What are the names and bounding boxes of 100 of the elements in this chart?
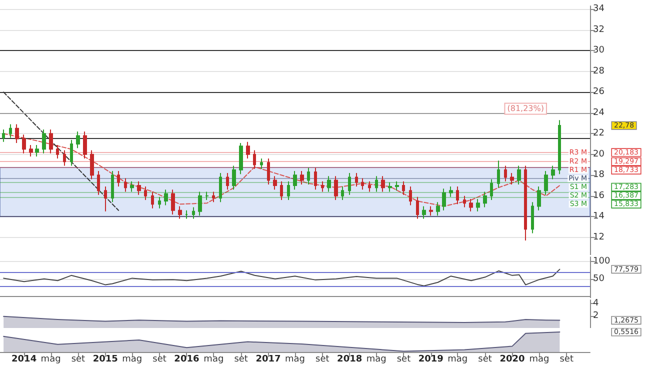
x-tick-label: 2015 [92,354,118,364]
candlestick [355,172,358,188]
candlestick [273,176,277,190]
candlestick [429,206,433,216]
candlestick [327,176,331,192]
candlestick [463,195,466,208]
candlestick [510,172,514,185]
candlestick [348,172,351,196]
candlestick [164,189,168,206]
candlestick [192,206,195,220]
candlestick [226,172,229,190]
candlestick [442,188,446,211]
candlestick [449,186,453,198]
candlestick [416,196,419,220]
candlestick [15,124,19,144]
candlestick [422,206,426,220]
x-tick-label: set [152,354,167,364]
candlestick [124,178,127,192]
x-tick-label: 2014 [12,354,37,364]
line-series [3,133,560,207]
candlestick [253,150,256,170]
candlestick [9,124,12,138]
candlestick [97,170,100,196]
y-tick-label: 2 [593,310,599,321]
candlestick [144,186,147,201]
candlestick [239,142,243,175]
annotation: (81,23%) [507,104,544,114]
candlestick [293,170,297,190]
candlestick [334,176,338,201]
candlestick [171,189,175,216]
x-tick-label: mag [448,354,468,364]
x-tick-label: set [316,354,330,364]
y-tick-label: 30 [593,46,605,56]
y-tick-label: 34 [593,4,605,14]
x-tick-label: mag [122,354,142,364]
y-tick-label: 22 [593,128,604,139]
candlestick [232,165,236,190]
candlestick [70,139,73,166]
candlestick [212,191,215,203]
candlestick [76,131,80,149]
candlestick [130,180,134,192]
y-tick-label: 14 [593,212,605,222]
candlestick [267,158,270,185]
candlestick [436,202,440,216]
candlestick [246,141,250,160]
x-tick-label: 2019 [418,354,444,364]
candlestick [537,186,541,211]
x-tick-label: 2018 [337,354,362,364]
x-tick-label: mag [285,354,305,364]
y-tick-label: 12 [593,232,604,242]
candlestick [524,165,527,241]
x-tick-label: set [234,354,248,364]
candlestick [83,131,87,160]
x-tick-label: mag [366,354,386,364]
candlestick [2,128,5,142]
candlestick [29,144,33,157]
candlestick [300,170,304,185]
candlestick [368,180,371,192]
candlestick [307,167,310,185]
candlestick [90,150,94,180]
x-tick-label: set [71,354,86,364]
y-tick-label: 24 [593,108,605,118]
candlestick [469,198,473,212]
candlestick [402,180,405,196]
candlestick [490,178,493,201]
candlestick [483,191,487,208]
y-tick-label: 28 [593,66,605,76]
candlestick [395,180,399,192]
candlestick [381,176,385,192]
candlestick [388,182,392,192]
line-series [3,268,560,286]
candlestick [158,196,161,209]
candlestick [205,191,209,201]
x-tick-label: mag [529,354,550,364]
candlestick [185,210,188,220]
candlestick [111,170,114,203]
x-tick-label: 2016 [174,354,200,364]
x-tick-label: 2020 [500,354,525,364]
candlestick [287,180,290,201]
candlestick [104,186,107,212]
candlestick [22,134,26,154]
candlestick [544,170,548,196]
y-tick-label: 18 [593,170,605,180]
x-tick-label: set [560,354,574,364]
candlestick [558,120,561,175]
x-tick-label: set [478,354,492,364]
candlestick [260,158,263,170]
y-tick-label: 32 [593,24,604,35]
y-tick-label: 16 [593,190,605,201]
y-tick-label: 50 [593,274,605,284]
candlestick [42,128,46,154]
candlestick [531,202,534,234]
candlestick [504,165,507,182]
candlestick [517,165,521,185]
x-tick-label: set [396,354,412,364]
candlestick [497,160,500,188]
candlestick [35,144,39,157]
candlestick [280,180,283,201]
candlestick [409,186,412,206]
candlestick [219,172,222,203]
